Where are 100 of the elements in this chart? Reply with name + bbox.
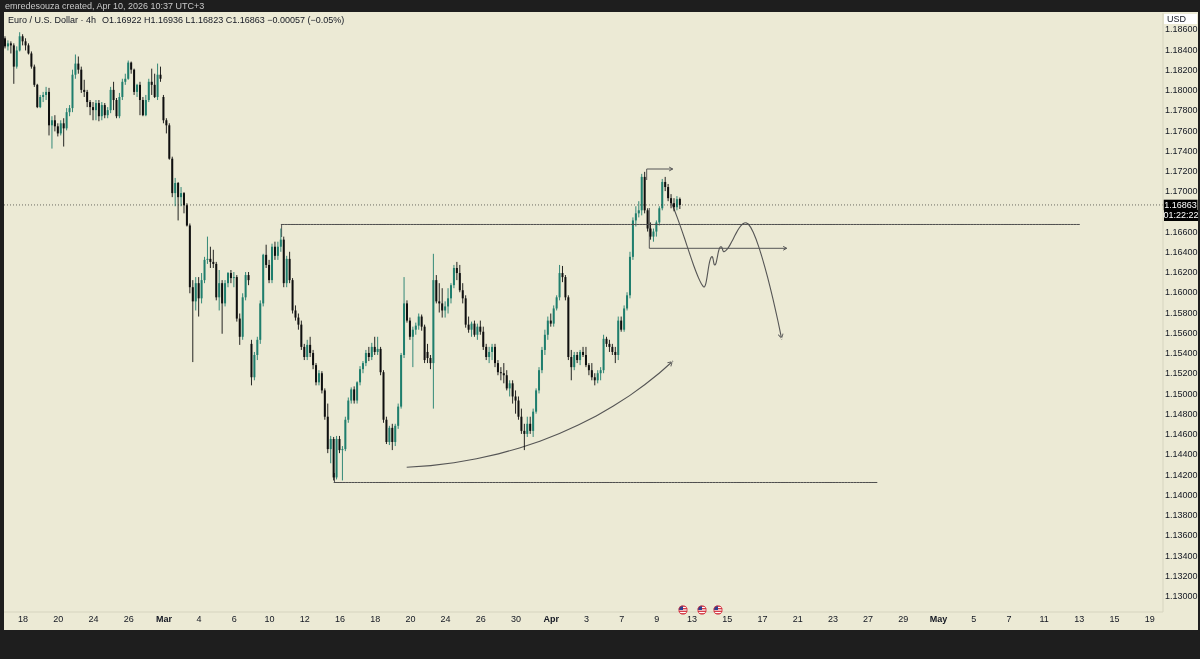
candlestick <box>391 423 394 451</box>
candlestick <box>373 336 376 356</box>
candlestick <box>53 114 56 132</box>
candlestick <box>447 287 450 314</box>
candlestick <box>162 94 165 124</box>
y-tick-label: 1.14000 <box>1165 489 1198 500</box>
x-tick-label: 19 <box>1144 614 1155 625</box>
y-tick-label: 1.17400 <box>1165 145 1198 156</box>
candlestick <box>672 197 675 212</box>
candlestick <box>579 349 582 366</box>
candlestick <box>306 339 309 361</box>
candlestick <box>194 276 197 311</box>
x-tick-label: 13 <box>687 614 698 625</box>
x-tick-label: 20 <box>53 614 64 625</box>
y-tick-label: 1.14800 <box>1165 408 1198 419</box>
x-tick-label: 15 <box>1109 614 1120 625</box>
x-tick-label: 27 <box>863 614 874 625</box>
candlestick <box>491 343 494 361</box>
candlestick <box>441 287 444 319</box>
candlestick <box>174 177 177 207</box>
candlestick <box>109 86 112 114</box>
x-tick-label: 30 <box>511 614 522 625</box>
y-tick-label: 1.13000 <box>1165 591 1198 602</box>
y-tick-label: 1.18200 <box>1165 64 1198 75</box>
x-tick-label: 7 <box>619 614 625 625</box>
y-tick-label: 1.17000 <box>1165 186 1198 197</box>
x-tick-label: 9 <box>654 614 660 625</box>
x-tick-label: 13 <box>1074 614 1085 625</box>
x-tick-label: 3 <box>583 614 589 625</box>
candlestick <box>488 346 491 364</box>
candlestick <box>65 107 68 131</box>
text: 01:22:22 <box>1163 210 1199 221</box>
candlestick <box>678 197 681 210</box>
candlestick <box>197 276 200 317</box>
y-tick-label: 1.13600 <box>1165 530 1198 541</box>
y-tick-label: 1.16200 <box>1165 267 1198 278</box>
x-tick-label: 18 <box>370 614 381 625</box>
x-tick-label: 26 <box>475 614 486 625</box>
y-tick-label: 1.15600 <box>1165 327 1198 338</box>
candlestick <box>6 39 9 51</box>
y-tick-label: 1.13200 <box>1165 570 1198 581</box>
x-tick-label: 24 <box>88 614 99 625</box>
y-tick-label: 1.16000 <box>1165 287 1198 298</box>
x-tick-label: 7 <box>1006 614 1012 625</box>
candlestick <box>45 86 48 101</box>
y-tick-label: 1.18000 <box>1165 85 1198 96</box>
candlestick <box>177 181 180 221</box>
y-tick-label: 1.15800 <box>1165 307 1198 318</box>
chart-subtitle: O1.16922 H1.16936 L1.16823 C1.16863 −0.00057 (−0.05%) <box>102 15 345 25</box>
ref-line-label: 1.16863 <box>1164 200 1197 211</box>
x-tick-label: 23 <box>827 614 838 625</box>
x-tick-label: Apr <box>543 614 560 625</box>
y-tick-label: 1.14400 <box>1165 449 1198 460</box>
y-tick-label: 1.15200 <box>1165 368 1198 379</box>
x-tick-label: 26 <box>123 614 134 625</box>
x-tick-label: 5 <box>971 614 977 625</box>
x-tick-label: 10 <box>264 614 275 625</box>
candlestick <box>209 246 212 269</box>
x-tick-label: 4 <box>196 614 202 625</box>
x-tick-label: 20 <box>405 614 416 625</box>
y-tick-label: 1.14200 <box>1165 469 1198 480</box>
candlestick <box>138 81 141 116</box>
candlestick <box>100 101 103 121</box>
x-tick-label: 16 <box>334 614 345 625</box>
y-tick-label: 1.13400 <box>1165 550 1198 561</box>
x-tick-label: 17 <box>757 614 768 625</box>
y-tick-label: 1.15000 <box>1165 388 1198 399</box>
x-tick-label: 18 <box>18 614 29 625</box>
x-tick-label: 15 <box>722 614 733 625</box>
y-tick-label: 1.14600 <box>1165 429 1198 440</box>
x-tick-label: 6 <box>231 614 237 625</box>
y-tick-label: 1.17800 <box>1165 105 1198 116</box>
y-axis-title: USD <box>1164 14 1197 24</box>
y-tick-label: 1.17600 <box>1165 125 1198 136</box>
x-tick-label: Mar <box>155 614 173 625</box>
candlestick <box>4 35 6 49</box>
candlestick <box>435 274 438 304</box>
candlestick <box>675 195 678 211</box>
y-tick-label: 1.18600 <box>1165 24 1198 35</box>
y-tick-label: 1.15400 <box>1165 348 1198 359</box>
y-tick-label: 1.18400 <box>1165 44 1198 55</box>
candlestick <box>273 241 276 261</box>
candlestick <box>50 115 53 150</box>
candlestick <box>97 99 100 122</box>
chart-title: Euro / U.S. Dollar · 4h <box>8 15 97 25</box>
x-tick-label: 29 <box>898 614 909 625</box>
candlestick <box>229 269 232 284</box>
y-tick-label: 1.17200 <box>1165 166 1198 177</box>
y-tick-label: 1.13800 <box>1165 510 1198 521</box>
candlestick <box>329 435 332 464</box>
candlestick <box>150 68 153 96</box>
y-tick-label: 1.16600 <box>1165 226 1198 237</box>
x-tick-label: 11 <box>1039 614 1049 625</box>
x-tick-label: 21 <box>792 614 803 625</box>
x-tick-label: 24 <box>440 614 451 625</box>
candlestick <box>218 269 221 311</box>
candlestick <box>411 326 414 368</box>
x-tick-label: 12 <box>299 614 310 625</box>
candlestick <box>153 73 156 99</box>
x-tick-label: May <box>929 614 948 625</box>
